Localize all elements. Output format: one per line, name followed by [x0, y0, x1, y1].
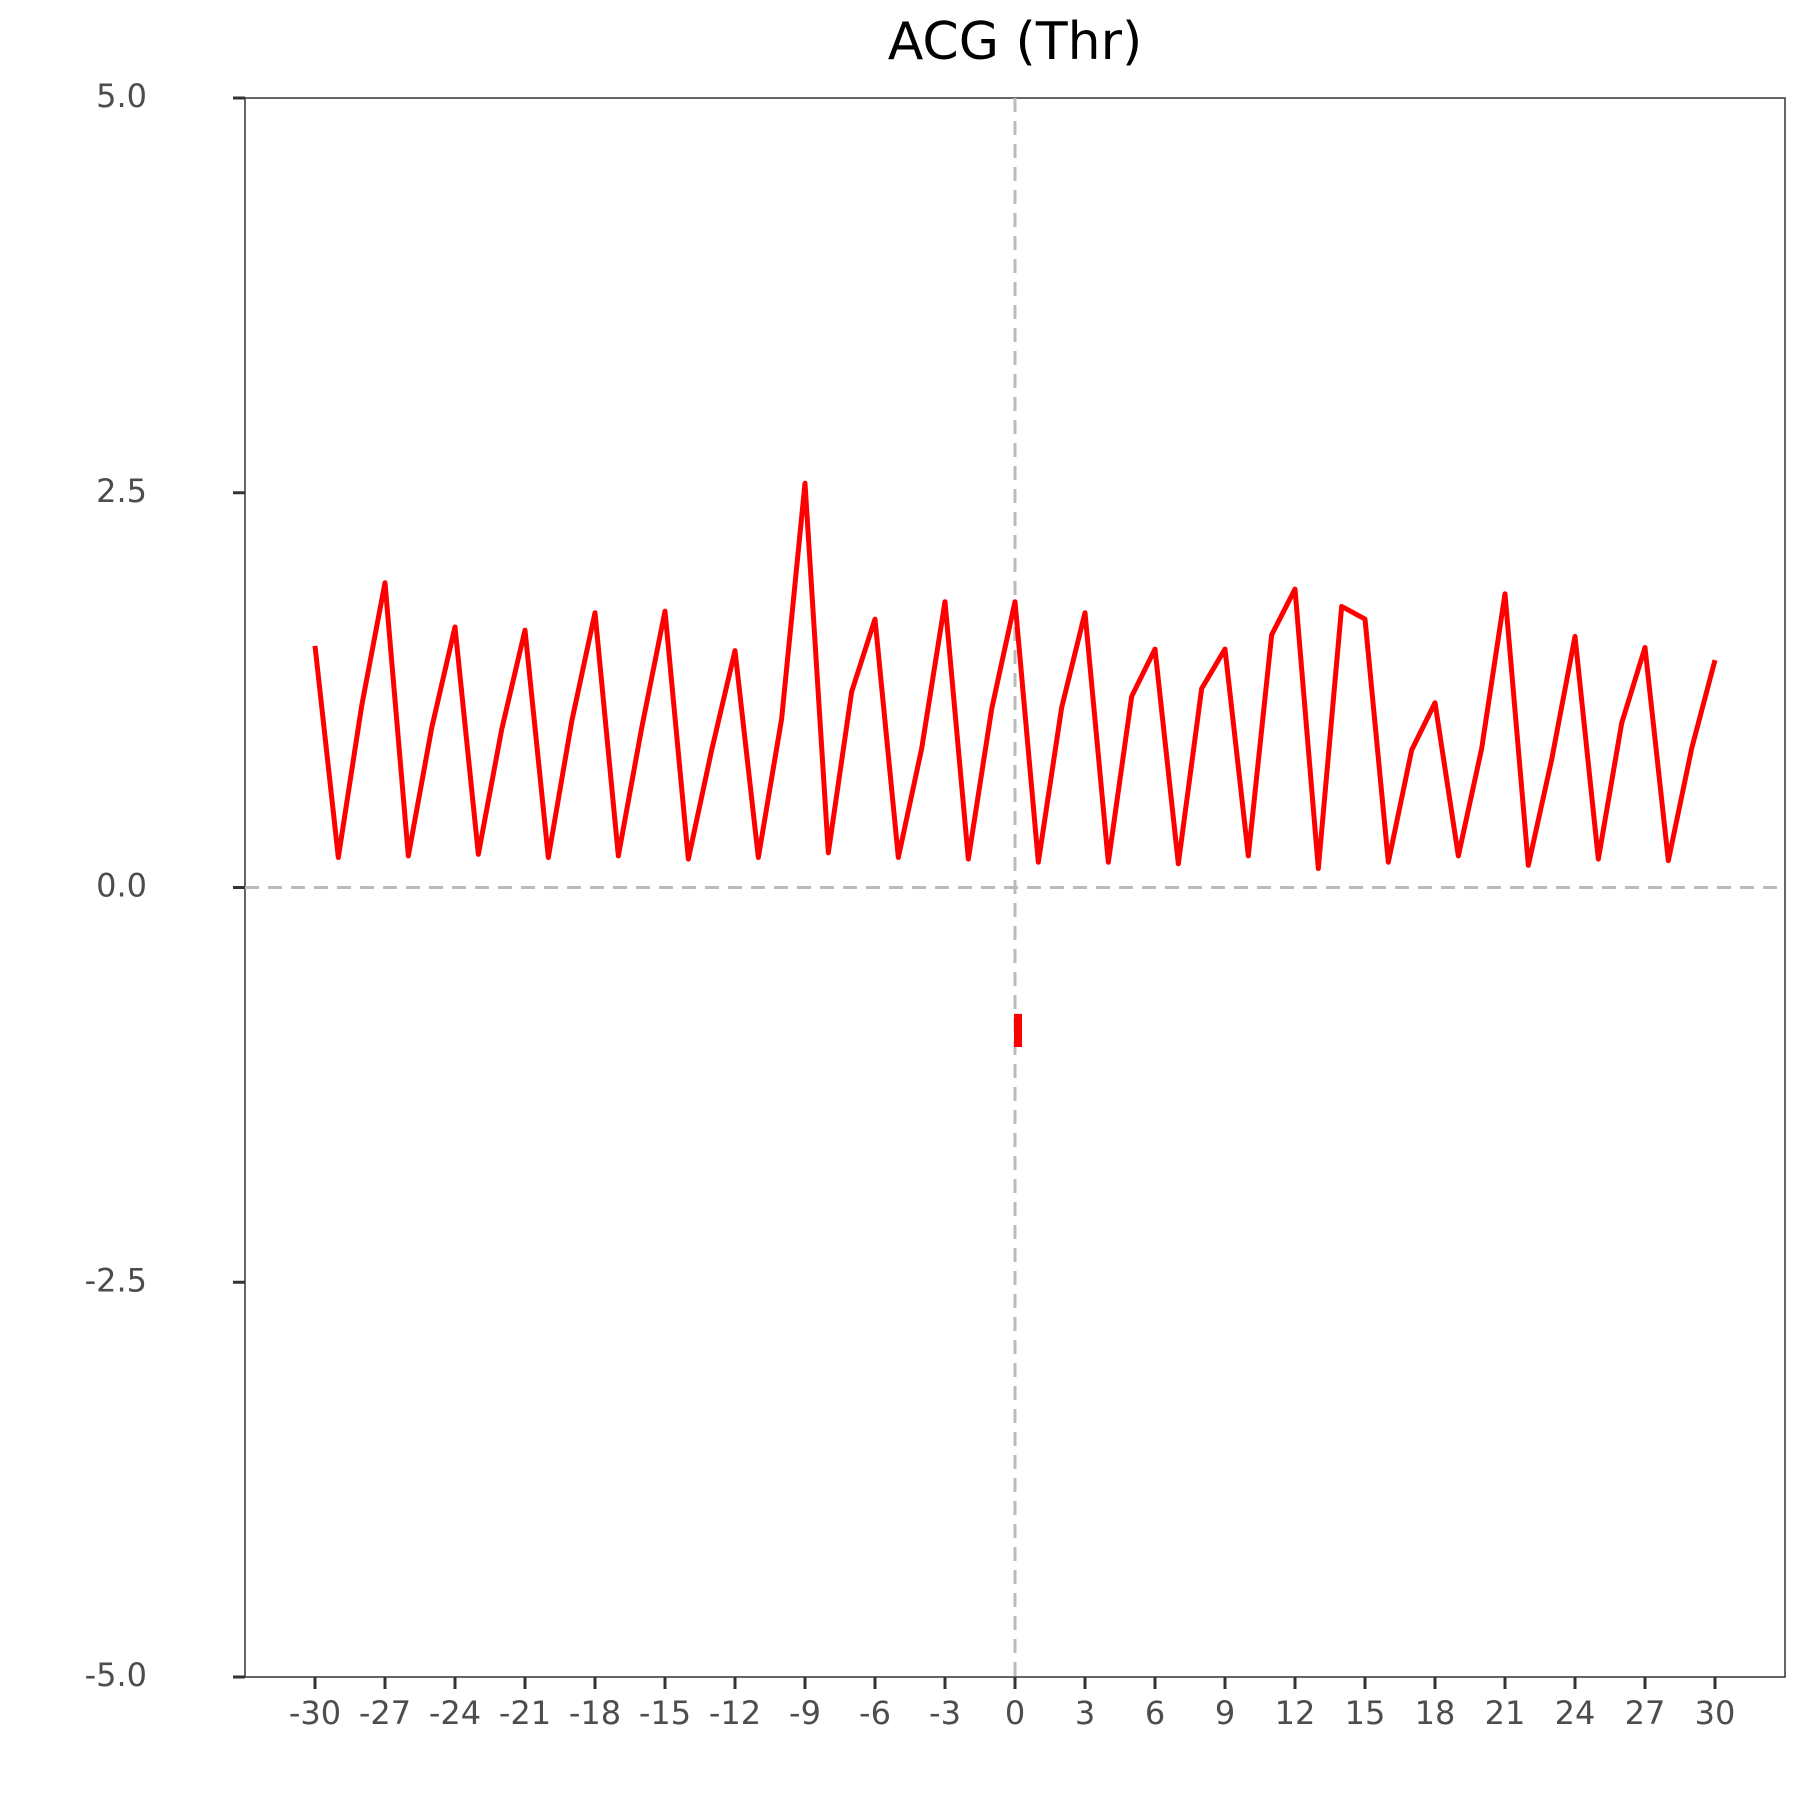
y-tick-label: 2.5	[96, 472, 147, 510]
chart-title: ACG (Thr)	[888, 12, 1142, 72]
x-tick-label: -30	[289, 1694, 341, 1732]
x-tick-label: 0	[1005, 1694, 1025, 1732]
x-tick-label: 6	[1145, 1694, 1165, 1732]
x-tick-label: -21	[499, 1694, 551, 1732]
x-tick-label: -3	[929, 1694, 961, 1732]
x-tick-label: 15	[1345, 1694, 1386, 1732]
x-tick-label: 21	[1485, 1694, 1526, 1732]
x-tick-label: 30	[1695, 1694, 1736, 1732]
x-tick-label: -18	[569, 1694, 621, 1732]
y-tick-label: 0.0	[96, 867, 147, 905]
x-tick-label: -27	[359, 1694, 411, 1732]
x-tick-label: 12	[1275, 1694, 1316, 1732]
data-line	[312, 480, 1718, 872]
x-tick-label: 9	[1215, 1694, 1235, 1732]
x-tick-label: -24	[429, 1694, 481, 1732]
x-tick-label: -6	[859, 1694, 891, 1732]
y-tick-label: -2.5	[85, 1261, 147, 1299]
x-tick-label: -9	[789, 1694, 821, 1732]
x-tick-label: 3	[1075, 1694, 1095, 1732]
y-tick-label: -5.0	[85, 1656, 147, 1694]
x-tick-label: 18	[1415, 1694, 1456, 1732]
x-tick-label: 27	[1625, 1694, 1666, 1732]
x-tick-label: -15	[639, 1694, 691, 1732]
y-tick-label: 5.0	[96, 77, 147, 115]
x-tick-label: -12	[709, 1694, 761, 1732]
x-tick-label: 24	[1555, 1694, 1596, 1732]
